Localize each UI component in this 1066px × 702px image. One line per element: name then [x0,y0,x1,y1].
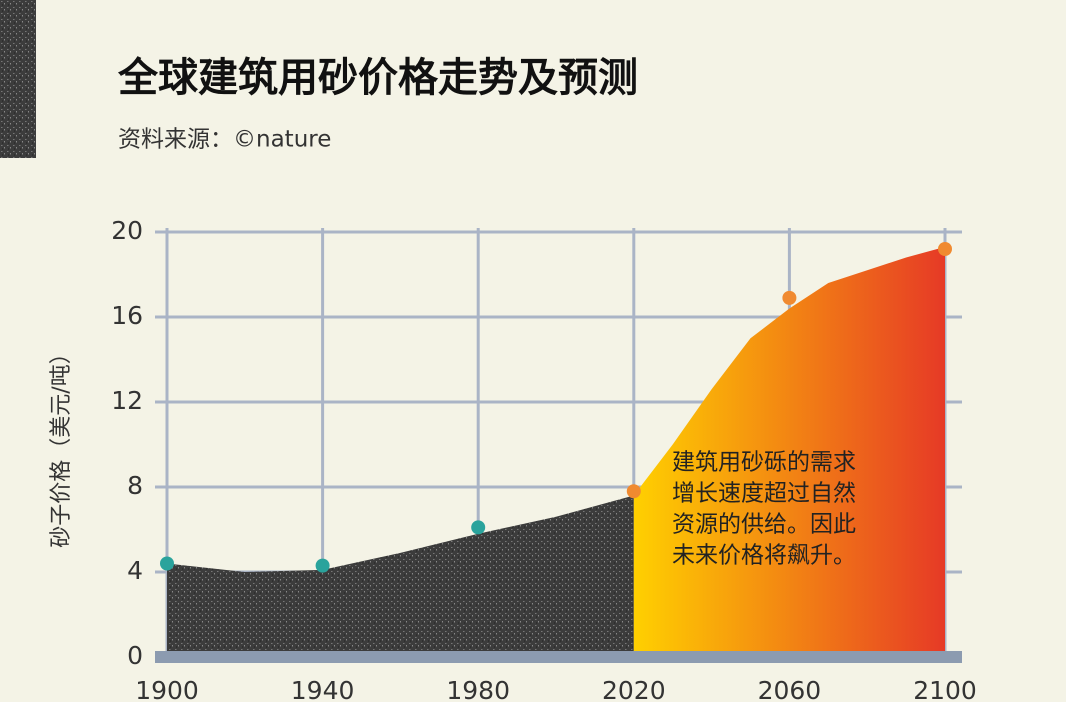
point [782,290,797,305]
annotation: 资源的供给。因此 [672,512,856,538]
annotation: 增长速度超过自然 [672,481,856,507]
x-tick-label: 2060 [758,676,822,702]
point [938,242,952,256]
point [315,558,330,573]
y-tick-label: 8 [127,471,143,500]
y-axis-label: 砂子价格（美元/吨） [49,342,74,547]
point [626,484,641,499]
x-tick-label: 1900 [135,676,199,702]
annotation: 未来价格将飙升。 [672,543,856,569]
point [160,556,174,571]
x-tick-label: 2020 [602,676,666,702]
y-tick-label: 4 [127,556,143,585]
y-tick-label: 12 [111,386,143,415]
x-tick-label: 1940 [291,676,355,702]
x-tick-label: 1980 [446,676,510,702]
annotation: 建筑用砂砾的需求 [672,450,856,476]
axis-base [155,651,962,663]
decor-strip [0,0,36,158]
y-tick-label: 20 [111,216,143,245]
area [633,246,945,657]
y-tick-label: 0 [127,641,143,670]
area [167,495,634,657]
chart-title: 全球建筑用砂价格走势及预测 [117,55,638,101]
y-tick-label: 16 [111,301,143,330]
x-tick-label: 2100 [913,676,977,702]
source: 资料来源：©nature [118,127,331,153]
point [471,520,486,535]
